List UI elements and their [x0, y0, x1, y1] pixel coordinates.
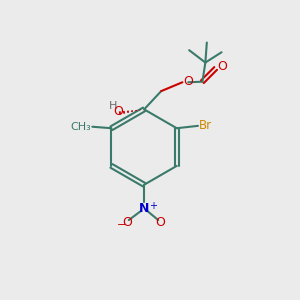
Text: −: − [116, 220, 126, 230]
Text: O: O [217, 61, 227, 74]
Text: O: O [113, 105, 123, 118]
Text: CH₃: CH₃ [70, 122, 91, 132]
Text: Br: Br [199, 119, 212, 132]
Text: O: O [122, 216, 132, 229]
Text: O: O [155, 216, 165, 229]
Text: H: H [109, 101, 118, 111]
Text: N: N [139, 202, 149, 215]
Text: +: + [149, 201, 158, 211]
Text: O: O [183, 76, 193, 88]
